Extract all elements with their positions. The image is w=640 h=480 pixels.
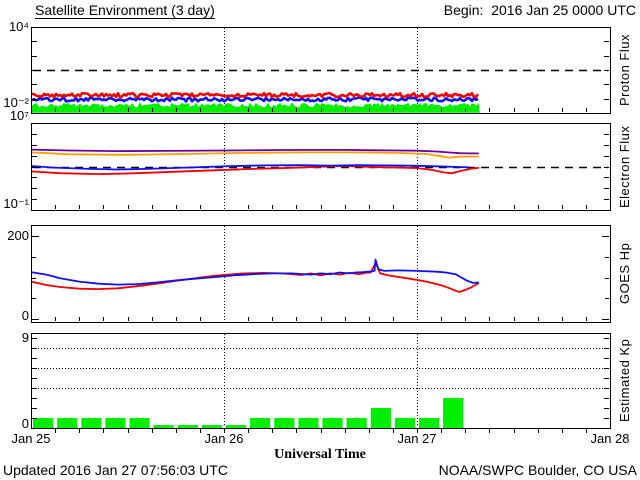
proton-ymin-label: 10⁻²	[3, 95, 29, 110]
xtick-jan28: Jan 28	[590, 431, 630, 446]
goes-hp-axis-title: GOES Hp	[617, 242, 632, 305]
xtick-jan25: Jan 25	[11, 431, 51, 446]
proton-flux-axis-title: Proton Flux	[617, 34, 632, 106]
kp-ymax-label: 9	[21, 330, 29, 345]
xtick-jan27: Jan 27	[397, 431, 437, 446]
electron-ymin-label: 10⁻¹	[3, 196, 29, 211]
electron-ymax-label: 10⁷	[9, 108, 29, 123]
electron-flux-axis-title: Electron Flux	[617, 125, 632, 208]
kp-ymin-label: 0	[21, 416, 29, 431]
xtick-jan26: Jan 26	[204, 431, 244, 446]
hp-ymin-label: 0	[21, 308, 29, 323]
proton-ymax-label: 10⁴	[8, 19, 29, 34]
x-axis-title: Universal Time	[274, 447, 366, 462]
data-source-credit: NOAA/SWPC Boulder, CO USA	[438, 462, 637, 478]
hp-ymax-label: 200	[7, 228, 29, 243]
page-title: Satellite Environment (3 day)	[35, 2, 215, 18]
estimated-kp-axis-title: Estimated Kp	[617, 338, 632, 423]
begin-timestamp: Begin: 2016 Jan 25 0000 UTC	[443, 2, 636, 18]
updated-timestamp: Updated 2016 Jan 27 07:56:03 UTC	[3, 462, 228, 478]
